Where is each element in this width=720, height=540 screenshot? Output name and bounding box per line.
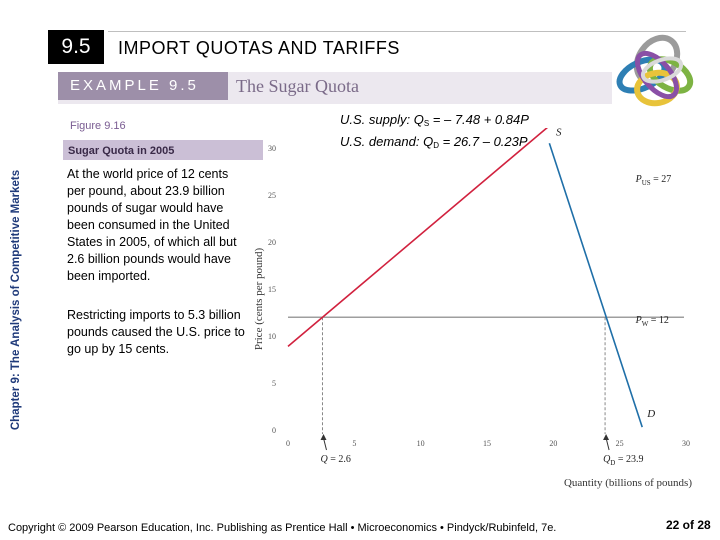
demand-curve-label: D: [646, 408, 655, 420]
section-title: IMPORT QUOTAS AND TARIFFS: [118, 38, 400, 58]
example-title: The Sugar Quota: [236, 76, 359, 96]
chapter-side-caption-text: Chapter 9: The Analysis of Competitive M…: [10, 169, 22, 431]
x-axis-label: Quantity (billions of pounds): [564, 477, 692, 489]
quantity-label: QD = 23.9: [603, 454, 643, 467]
x-tick-label: 10: [417, 439, 425, 448]
y-tick-label: 5: [272, 379, 276, 388]
quantity-label: Q = 2.6: [320, 454, 350, 465]
interlocking-rings-logo-icon: [616, 34, 694, 107]
sugar-quota-chart: 0 5 10 15 20 25 30 0 5 10 15 20 25 30 Quantity (billio…: [253, 128, 692, 489]
demand-curve: [548, 143, 643, 428]
y-tick-label: 30: [268, 144, 276, 153]
section-number-badge: 9.5: [48, 30, 104, 64]
y-tick-label: 0: [272, 426, 276, 435]
chapter-side-caption: Chapter 9: The Analysis of Competitive M…: [4, 100, 28, 500]
footer-copyright: Copyright © 2009 Pearson Education, Inc.…: [8, 522, 557, 534]
quantity-arrowhead: [603, 434, 610, 440]
y-axis-label: Price (cents per pound): [253, 248, 265, 351]
example-label: EXAMPLE 9.5: [58, 72, 228, 100]
price-label: PW = 12: [635, 315, 669, 328]
supply-curve: [287, 128, 548, 347]
supply-equation-subscript: S: [423, 119, 430, 128]
figure-title-box: [63, 140, 263, 160]
demand-equation-subscript: D: [433, 141, 439, 150]
figure-title: Sugar Quota in 2005: [68, 145, 175, 157]
supply-curve-label: S: [556, 128, 562, 139]
page-number: 22 of 28: [666, 518, 711, 532]
x-tick-label: 30: [682, 439, 690, 448]
y-tick-label: 10: [268, 332, 276, 341]
figure-label: Figure 9.16: [70, 120, 126, 132]
demand-equation-rhs: = 26.7 – 0.23P: [439, 134, 528, 149]
x-tick-label: 20: [549, 439, 557, 448]
y-tick-label: 20: [268, 238, 276, 247]
body-paragraph-2: Restricting imports to 5.3 billion pound…: [67, 308, 245, 356]
x-tick-label: 15: [483, 439, 491, 448]
demand-equation-prefix: U.S. demand: Q: [340, 134, 434, 149]
y-tick-label: 15: [268, 285, 276, 294]
body-paragraph-1: At the world price of 12 cents per pound…: [67, 167, 237, 283]
demand-equation: U.S. demand: QD = 26.7 – 0.23P: [340, 134, 528, 150]
supply-equation-rhs: = – 7.48 + 0.84P: [429, 112, 529, 127]
x-tick-label: 5: [352, 439, 356, 448]
x-tick-label: 25: [616, 439, 624, 448]
quantity-arrowhead: [320, 434, 327, 440]
supply-equation-prefix: U.S. supply: Q: [340, 112, 424, 127]
x-tick-label: 0: [286, 439, 290, 448]
price-label: PUS = 27: [635, 174, 672, 187]
supply-equation: U.S. supply: QS = – 7.48 + 0.84P: [340, 112, 529, 128]
header-rule: [108, 31, 686, 32]
y-tick-label: 25: [268, 191, 276, 200]
